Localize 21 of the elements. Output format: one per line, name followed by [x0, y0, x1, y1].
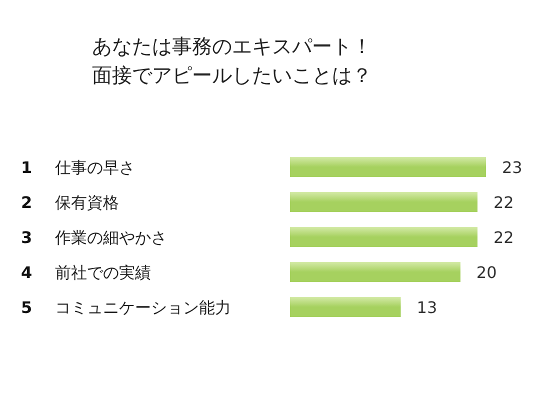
bar [290, 157, 486, 177]
y-tick-label: 前社での実績 [55, 263, 151, 282]
data-label: 23 [502, 158, 522, 177]
text: 1 [21, 158, 32, 177]
text: 3 [21, 228, 32, 247]
data-label: 22 [493, 193, 514, 212]
data-label: 13 [416, 298, 438, 317]
y-tick-label: 保有資格 [55, 193, 119, 212]
bar [290, 297, 401, 317]
bar [290, 227, 478, 247]
bar [290, 262, 460, 282]
y-tick-label: 仕事の早さ [54, 158, 135, 177]
y-tick-label: 作業の細やかさ [54, 228, 167, 247]
y-tick-label: コミュニケーション能力 [55, 298, 231, 317]
text: 4 [21, 263, 32, 282]
text: 5 [21, 298, 32, 317]
chart-title: あなたは事務のエキスパート！面接でアピールしたいことは？ [92, 34, 372, 87]
text: 2 [21, 193, 32, 212]
data-label: 22 [493, 228, 514, 247]
bar [290, 192, 478, 212]
data-label: 20 [476, 263, 497, 282]
